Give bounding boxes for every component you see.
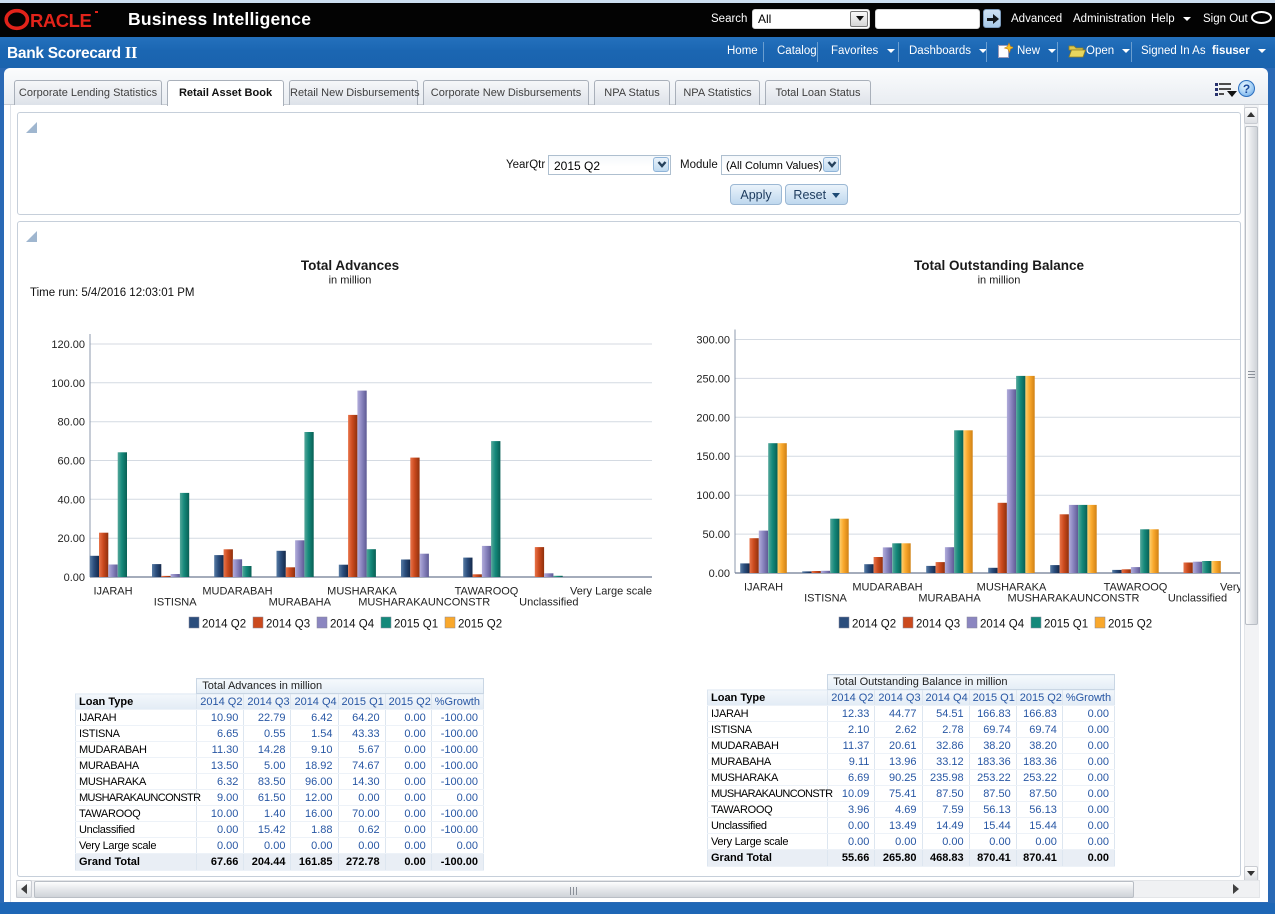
svg-text:in million: in million: [978, 275, 1021, 287]
svg-text:Very: Very: [1220, 582, 1240, 594]
svg-text:Unclassified: Unclassified: [1168, 593, 1227, 605]
svg-text:TAWAROOQ: TAWAROOQ: [455, 586, 519, 598]
svg-text:ISTISNA: ISTISNA: [154, 597, 197, 609]
svg-text:in million: in million: [329, 275, 372, 287]
svg-text:Time run: 5/4/2016 12:03:01 PM: Time run: 5/4/2016 12:03:01 PM: [30, 287, 195, 299]
svg-text:100.00: 100.00: [51, 378, 85, 390]
svg-text:20.00: 20.00: [57, 533, 85, 545]
svg-text:0.00: 0.00: [709, 568, 730, 580]
svg-text:100.00: 100.00: [696, 490, 730, 502]
svg-text:Very Large scale: Very Large scale: [570, 586, 652, 598]
svg-text:250.00: 250.00: [696, 373, 730, 385]
svg-text:200.00: 200.00: [696, 412, 730, 424]
svg-text:IJARAH: IJARAH: [93, 586, 132, 598]
svg-text:0.00: 0.00: [64, 572, 85, 584]
svg-text:2015 Q1: 2015 Q1: [394, 619, 438, 631]
svg-text:2014 Q3: 2014 Q3: [266, 619, 310, 631]
svg-text:2015 Q2: 2015 Q2: [458, 619, 502, 631]
svg-text:MURABAHA: MURABAHA: [918, 593, 981, 605]
svg-text:MUSHARAKAUNCONSTR: MUSHARAKAUNCONSTR: [358, 597, 490, 609]
svg-text:MUSHARAKAUNCONSTR: MUSHARAKAUNCONSTR: [1007, 593, 1139, 605]
svg-text:2015 Q1: 2015 Q1: [1044, 619, 1088, 631]
svg-text:Total Advances: Total Advances: [301, 258, 399, 273]
svg-text:2014 Q4: 2014 Q4: [980, 619, 1025, 631]
svg-text:80.00: 80.00: [57, 417, 85, 429]
svg-text:40.00: 40.00: [57, 494, 85, 506]
svg-text:50.00: 50.00: [702, 529, 730, 541]
svg-text:MURABAHA: MURABAHA: [269, 597, 332, 609]
svg-text:IJARAH: IJARAH: [744, 582, 783, 594]
svg-text:2014 Q3: 2014 Q3: [916, 619, 960, 631]
svg-text:RACLE: RACLE: [30, 10, 93, 31]
svg-text:150.00: 150.00: [696, 451, 730, 463]
svg-text:2014 Q2: 2014 Q2: [202, 619, 246, 631]
svg-text:300.00: 300.00: [696, 335, 730, 347]
svg-text:2014 Q2: 2014 Q2: [852, 619, 896, 631]
svg-text:MUSHARAKA: MUSHARAKA: [327, 586, 397, 598]
svg-text:MUDARABAH: MUDARABAH: [852, 582, 922, 594]
svg-text:MUSHARAKA: MUSHARAKA: [977, 582, 1047, 594]
svg-text:Unclassified: Unclassified: [519, 597, 578, 609]
svg-text:60.00: 60.00: [57, 456, 85, 468]
svg-text:120.00: 120.00: [51, 339, 85, 351]
svg-text:Total Outstanding Balance: Total Outstanding Balance: [914, 258, 1085, 273]
svg-text:TAWAROOQ: TAWAROOQ: [1104, 582, 1168, 594]
svg-text:ISTISNA: ISTISNA: [804, 593, 847, 605]
svg-text:2015 Q2: 2015 Q2: [1108, 619, 1152, 631]
svg-text:MUDARABAH: MUDARABAH: [202, 586, 272, 598]
svg-text:2014 Q4: 2014 Q4: [330, 619, 375, 631]
